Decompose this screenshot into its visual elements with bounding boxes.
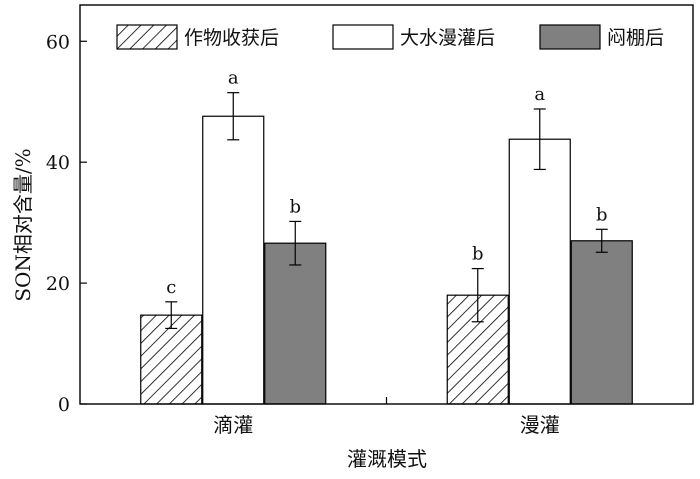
significance-label: b	[472, 244, 484, 265]
significance-label: b	[289, 196, 301, 217]
y-axis-title: SON相对含量/%	[11, 148, 35, 301]
bar	[202, 115, 265, 405]
bar	[508, 138, 571, 405]
legend: 作物收获后 大水漫灌后 闷棚后	[116, 24, 664, 50]
bars-layer: c a b b a b	[140, 68, 633, 405]
axes-layer: 滴灌 漫灌 0 20 40 60	[46, 4, 694, 437]
y-tick-label: 60	[46, 31, 70, 53]
legend-label: 作物收获后	[184, 27, 279, 49]
x-tick-label: 滴灌	[213, 413, 253, 437]
y-tick-label: 40	[46, 152, 70, 174]
bar	[140, 314, 203, 405]
y-tick-label: 0	[58, 394, 70, 416]
legend-swatch	[332, 24, 394, 50]
x-axis-title: 灌溉模式	[347, 447, 427, 471]
legend-label: 大水漫灌后	[400, 27, 495, 49]
legend-swatch	[539, 24, 601, 50]
legend-label: 闷棚后	[607, 27, 664, 49]
x-tick-label: 漫灌	[520, 413, 560, 437]
legend-swatch	[116, 24, 178, 50]
significance-label: a	[534, 84, 545, 105]
bar	[570, 240, 633, 405]
y-tick-label: 20	[46, 273, 70, 295]
significance-label: a	[228, 68, 239, 89]
significance-label: c	[166, 277, 176, 298]
significance-label: b	[596, 204, 608, 225]
bar	[264, 242, 327, 405]
